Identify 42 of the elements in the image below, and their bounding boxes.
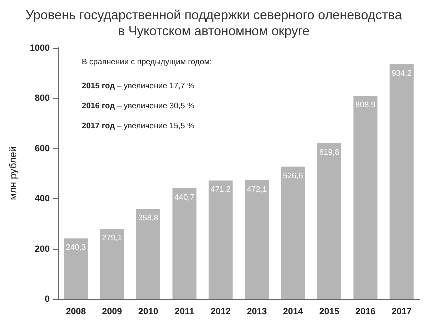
y-tick-label: 1000 xyxy=(30,43,50,53)
y-tick-label: 800 xyxy=(34,93,50,104)
y-axis-title: млн рублей xyxy=(8,146,20,200)
annotation: 2016 год – увеличение 30,5 % xyxy=(82,102,195,110)
annotation: В сравнении с предыдущим годом: xyxy=(82,58,212,66)
annotation: 2015 год – увеличение 17,7 % xyxy=(82,82,195,90)
bar xyxy=(354,96,378,299)
x-tick-label: 2010 xyxy=(138,306,159,316)
x-tick-label: 2017 xyxy=(392,306,412,316)
bar xyxy=(281,166,306,299)
data-label: 619,8 xyxy=(319,148,340,157)
y-tick-label: 200 xyxy=(34,244,50,254)
x-tick-label: 2016 xyxy=(356,306,376,316)
y-tick-label: 400 xyxy=(34,194,50,204)
chart-title: Уровень государственной поддержки северного оленеводства в Чукотском автономном округе xyxy=(26,8,403,38)
y-tick-label: 0 xyxy=(44,294,50,304)
data-label: 279,1 xyxy=(102,233,123,242)
bar xyxy=(100,228,124,299)
x-tick-label: 2014 xyxy=(283,306,304,316)
x-tick-label: 2015 xyxy=(319,306,340,316)
bar xyxy=(318,143,342,299)
bar xyxy=(390,64,414,299)
data-label: 358,8 xyxy=(138,213,160,222)
x-tick-label: 2012 xyxy=(210,306,231,316)
x-tick-label: 2011 xyxy=(174,306,194,316)
data-label: 472,1 xyxy=(247,185,268,194)
bar xyxy=(64,238,88,299)
data-label: 471,2 xyxy=(210,185,232,194)
bar xyxy=(172,188,197,299)
data-label: 526,6 xyxy=(283,171,304,180)
bar xyxy=(136,208,160,299)
x-tick-label: 2008 xyxy=(66,306,86,316)
bar xyxy=(245,180,270,299)
data-label: 934,2 xyxy=(392,69,412,78)
bar xyxy=(208,180,233,299)
annotation: 2017 год – увеличение 15,5 % xyxy=(82,122,195,130)
x-tick-label: 2009 xyxy=(102,306,122,316)
data-label: 440,7 xyxy=(174,192,196,202)
data-label: 240,3 xyxy=(66,243,87,252)
x-tick-label: 2013 xyxy=(247,306,268,316)
data-label: 808,9 xyxy=(356,100,376,110)
y-tick-label: 600 xyxy=(34,143,50,154)
